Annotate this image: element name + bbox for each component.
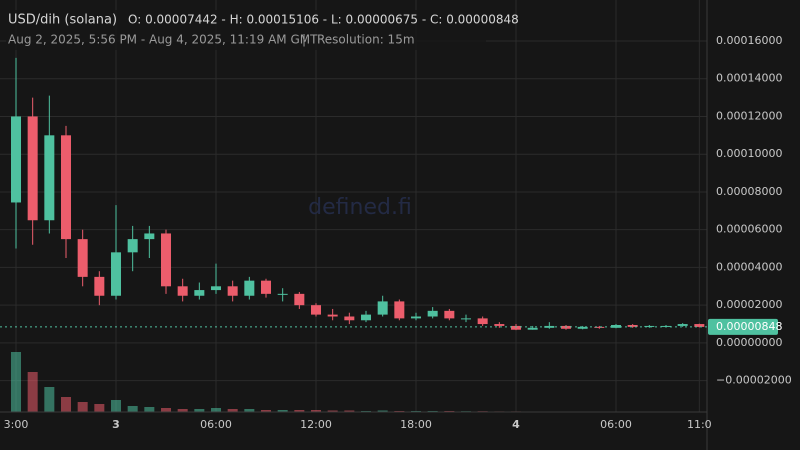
candle-body <box>477 318 488 325</box>
volume-bar <box>177 409 188 412</box>
candle-body <box>577 326 588 329</box>
x-tick-label: 18:00 <box>400 418 432 431</box>
candle-body <box>327 314 338 317</box>
candle-body <box>377 301 388 315</box>
y-tick-label: 0.00000000 <box>716 336 782 349</box>
x-tick-label: 06:00 <box>200 418 232 431</box>
volume-bar <box>194 409 205 412</box>
candle-body <box>394 301 405 319</box>
last-price-label: 0.00000848 <box>716 320 782 333</box>
candle-body <box>144 233 155 240</box>
x-tick-label: 11:0 <box>687 418 712 431</box>
x-tick-label: 4 <box>512 418 520 431</box>
candle-body <box>294 293 305 306</box>
volume-bar <box>61 397 71 412</box>
volume-bar <box>244 409 255 412</box>
volume-bar <box>77 402 88 412</box>
y-tick-label: 0.00014000 <box>716 72 782 85</box>
y-tick-label: 0.00004000 <box>716 260 782 273</box>
x-tick-label: 12:00 <box>300 418 332 431</box>
volume-bar <box>227 409 238 412</box>
y-tick-label: −0.00002000 <box>716 374 792 387</box>
volume-bar <box>27 372 38 412</box>
x-tick-label: 3 <box>112 418 120 431</box>
candle-body <box>277 293 288 295</box>
separator: | <box>302 33 306 47</box>
volume-bar <box>261 410 271 412</box>
volume-bar <box>311 410 321 412</box>
candle-body <box>77 239 88 277</box>
y-tick-label: 0.00002000 <box>716 298 782 311</box>
volume-bar <box>344 410 355 412</box>
volume-bar <box>377 410 388 412</box>
volume-bar <box>44 387 55 412</box>
y-tick-label: 0.00012000 <box>716 109 782 122</box>
candle-body <box>494 324 505 326</box>
volume-bar <box>327 410 338 412</box>
candle-body <box>611 324 621 328</box>
candle-body <box>111 252 121 296</box>
x-tick-label: 3:00 <box>4 418 29 431</box>
ohlc-summary: O: 0.00007442 - H: 0.00015106 - L: 0.000… <box>128 13 519 27</box>
candle-body <box>244 280 255 296</box>
resolution: Resolution: 15m <box>317 33 415 47</box>
candle-body <box>411 316 421 319</box>
candle-body <box>27 116 38 221</box>
candle-body <box>427 310 438 317</box>
last-price-box <box>708 318 778 335</box>
chart-title: USD/dih (solana) <box>8 13 117 28</box>
y-tick-label: 0.00010000 <box>716 147 782 160</box>
candle-body <box>527 327 538 330</box>
candle-body <box>177 286 188 296</box>
candle-body <box>227 286 238 296</box>
candle-body <box>694 324 705 327</box>
candle-body <box>61 135 71 240</box>
candle-body <box>11 116 21 203</box>
volume-bar <box>94 404 105 412</box>
volume-bar <box>127 406 138 412</box>
candle-body <box>211 286 221 291</box>
candle-body <box>594 326 605 328</box>
y-tick-label: 0.00008000 <box>716 185 782 198</box>
candle-body <box>311 305 321 315</box>
candle-body <box>344 316 355 321</box>
candle-body <box>644 325 655 327</box>
candle-body <box>94 276 105 296</box>
volume-bar <box>11 352 21 412</box>
candle-body <box>161 233 171 287</box>
volume-bar <box>161 408 171 412</box>
candle-body <box>261 280 271 294</box>
volume-bar <box>144 407 155 412</box>
x-tick-label: 06:00 <box>600 418 632 431</box>
y-tick-label: 0.00016000 <box>716 34 782 47</box>
volume-bar <box>294 410 305 412</box>
candle-body <box>361 314 371 321</box>
candle-body <box>627 324 638 327</box>
candle-body <box>511 325 521 330</box>
volume-bar <box>211 408 221 412</box>
volume-bar <box>277 410 288 412</box>
candle-body <box>677 324 688 326</box>
watermark: defined.fi <box>308 195 412 220</box>
candle-body <box>461 318 471 320</box>
y-tick-label: 0.00006000 <box>716 223 782 236</box>
candle-body <box>44 135 55 221</box>
header-bg <box>6 10 486 50</box>
candle-body <box>127 239 138 253</box>
candle-body <box>444 310 455 319</box>
subtitle: Aug 2, 2025, 5:56 PM - Aug 4, 2025, 11:1… <box>8 33 318 47</box>
volume-bar <box>111 400 121 412</box>
candle-body <box>194 290 205 296</box>
candle-body <box>544 325 555 328</box>
